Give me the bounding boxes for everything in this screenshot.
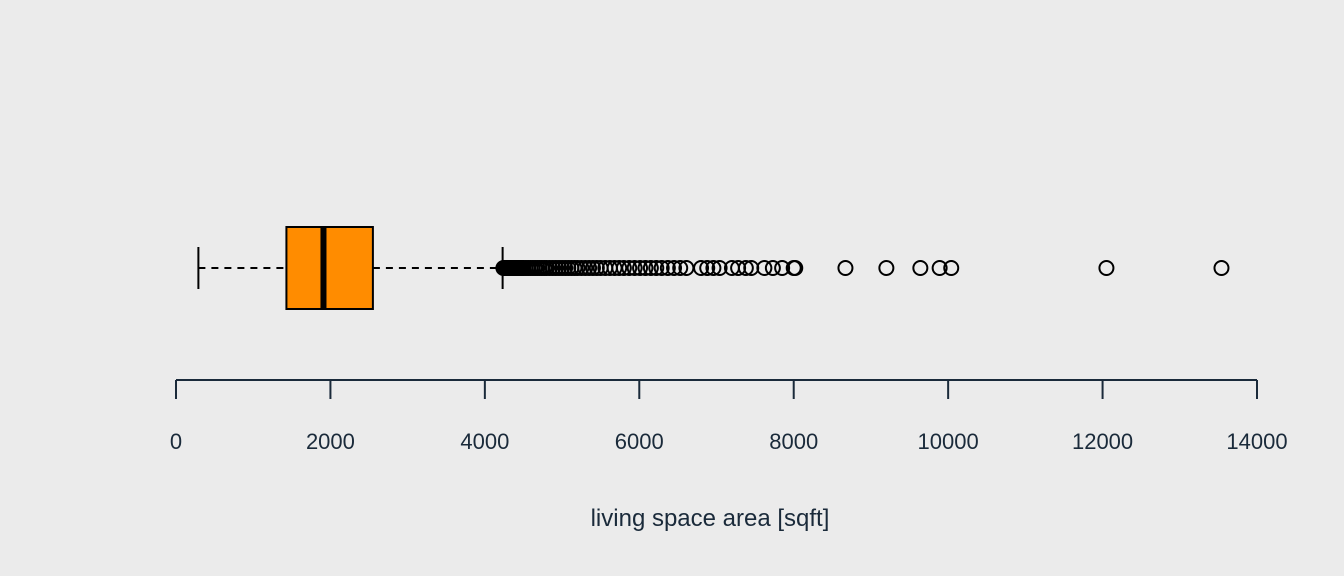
outlier-point — [642, 260, 659, 276]
outlier-point — [611, 260, 628, 276]
outlier-point — [626, 260, 643, 276]
outlier-point — [615, 260, 632, 276]
outlier-point — [787, 260, 804, 276]
outlier-point — [637, 260, 654, 276]
outlier-point — [672, 260, 689, 276]
outlier-point — [837, 260, 854, 276]
outlier-point — [764, 260, 781, 276]
outlier-point — [693, 260, 710, 276]
outlier-point — [737, 260, 754, 276]
outlier-point — [931, 260, 948, 276]
outlier-point — [666, 260, 683, 276]
outlier-point — [756, 260, 773, 276]
outlier-point — [1098, 260, 1115, 276]
x-tick-label: 10000 — [918, 429, 979, 454]
x-tick-label: 4000 — [460, 429, 509, 454]
outlier-point — [699, 260, 716, 276]
x-tick-label: 8000 — [769, 429, 818, 454]
plot-area — [197, 226, 1230, 310]
outlier-point — [711, 260, 728, 276]
x-tick-label: 12000 — [1072, 429, 1133, 454]
x-tick-label: 14000 — [1226, 429, 1287, 454]
x-tick-label: 6000 — [615, 429, 664, 454]
outlier-point — [648, 260, 665, 276]
outlier-point — [653, 260, 670, 276]
outlier-point — [912, 260, 929, 276]
outlier-point — [621, 260, 638, 276]
x-axis-ticks: 0 2000 4000 6000 8000 10000 12000 14000 — [170, 380, 1288, 454]
interquartile-box — [285, 226, 374, 310]
outlier-points — [495, 260, 1230, 276]
x-axis-title: living space area [sqft] — [591, 505, 830, 532]
x-tick-label: 0 — [170, 429, 182, 454]
outlier-point — [878, 260, 895, 276]
outlier-point — [659, 260, 676, 276]
outlier-point — [632, 260, 649, 276]
outlier-point — [705, 260, 722, 276]
outlier-point — [1213, 260, 1230, 276]
outlier-point — [943, 260, 960, 276]
x-axis: 0 2000 4000 6000 8000 10000 12000 14000 — [170, 379, 1288, 454]
x-tick-label: 2000 — [306, 429, 355, 454]
